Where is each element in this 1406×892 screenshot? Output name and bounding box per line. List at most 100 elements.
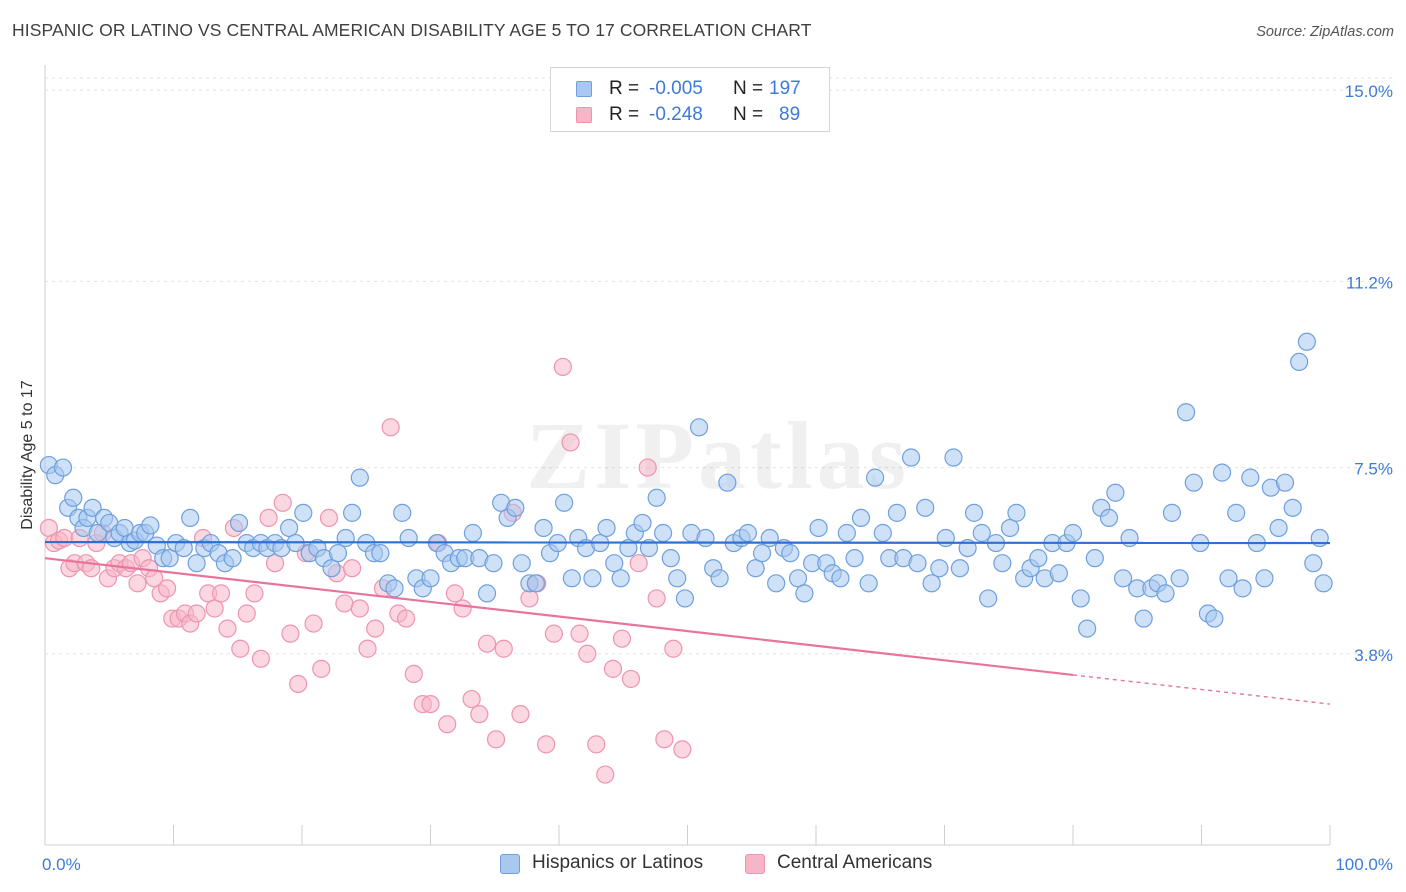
legend-n-value: 197 [769, 78, 801, 99]
data-point [673, 740, 692, 759]
data-point [486, 730, 506, 749]
source-label: Source: ZipAtlas.com [1256, 24, 1394, 40]
data-point [205, 599, 224, 618]
legend-row-central-americans: R = -0.248 N = 89 [551, 100, 829, 128]
data-point [350, 599, 369, 618]
data-point [922, 574, 941, 593]
legend-swatch-pink [576, 107, 592, 123]
data-point [718, 473, 737, 492]
data-point [944, 448, 963, 467]
data-point [555, 493, 574, 512]
data-point [141, 516, 160, 535]
data-point [520, 589, 539, 608]
y-tick-labels: 3.8% 7.5% 11.2% 15.0% [1345, 82, 1393, 665]
data-point [371, 544, 390, 563]
data-point [1029, 549, 1048, 568]
data-point [561, 433, 580, 452]
data-point [506, 498, 525, 517]
data-point [187, 604, 206, 623]
data-point [605, 554, 624, 573]
data-point [1156, 584, 1175, 603]
data-point [229, 513, 249, 533]
data-point [621, 669, 641, 689]
data-point [393, 503, 412, 522]
data-point [328, 544, 348, 563]
data-point [647, 488, 666, 507]
data-point [350, 468, 369, 487]
data-point [993, 554, 1012, 573]
data-point [174, 538, 193, 558]
data-point [534, 518, 553, 538]
data-point [845, 549, 864, 568]
data-point [1114, 569, 1133, 588]
trend-lines [44, 540, 1331, 705]
data-point [512, 554, 531, 573]
data-point [587, 735, 606, 754]
data-point [738, 523, 757, 543]
data-point [1063, 523, 1083, 543]
legend-r-value: -0.005 [649, 78, 703, 99]
data-point [312, 659, 331, 678]
data-point [319, 508, 339, 528]
data-point [639, 538, 659, 558]
data-point [809, 518, 828, 538]
data-point [612, 629, 632, 648]
data-point [1184, 473, 1203, 492]
data-point [366, 619, 385, 638]
y-tick-label: 15.0% [1345, 82, 1393, 101]
data-point [1233, 579, 1252, 598]
data-point [322, 559, 341, 578]
data-point [647, 589, 666, 608]
data-point [187, 554, 206, 573]
data-point [866, 468, 885, 487]
data-point [511, 705, 530, 724]
data-point [979, 589, 998, 608]
data-point [157, 579, 177, 598]
data-point [1071, 589, 1090, 608]
series-central-americans [39, 357, 692, 784]
data-point [1212, 463, 1232, 482]
data-point [1078, 619, 1097, 638]
data-point [930, 559, 949, 578]
data-point [837, 523, 856, 543]
data-point [251, 649, 270, 668]
data-point [629, 554, 648, 573]
data-point [696, 528, 715, 548]
data-point [231, 639, 250, 658]
data-point [675, 589, 695, 608]
data-point [655, 730, 674, 749]
data-point [385, 579, 404, 598]
data-point [462, 689, 481, 709]
svg-text:ZIPatlas: ZIPatlas [526, 402, 910, 509]
data-point [1283, 498, 1302, 517]
data-point [664, 639, 683, 658]
data-point [470, 705, 489, 724]
correlation-legend: R = -0.005 N = 197 R = -0.248 N = 89 [550, 67, 830, 132]
data-point [218, 619, 237, 638]
data-point [1099, 508, 1119, 528]
data-point [1304, 554, 1323, 573]
data-point [259, 508, 278, 528]
data-point [964, 503, 984, 522]
data-point [544, 624, 563, 643]
legend-r-value: -0.248 [649, 104, 703, 125]
data-point [526, 574, 545, 593]
data-point [358, 639, 377, 658]
data-point [64, 488, 83, 507]
data-point [1269, 518, 1288, 538]
data-point [445, 584, 465, 603]
data-point [1275, 473, 1295, 492]
data-point [281, 624, 300, 643]
data-point [1241, 468, 1260, 487]
data-point [1176, 403, 1196, 422]
data-point [788, 569, 808, 588]
y-tick-label: 3.8% [1354, 646, 1393, 665]
chart-title: HISPANIC OR LATINO VS CENTRAL AMERICAN D… [12, 20, 812, 40]
data-point [553, 357, 572, 377]
data-point [597, 518, 616, 538]
series-legend: Hispanics or Latinos Central Americans [0, 851, 1406, 879]
data-point [583, 569, 602, 588]
data-point [1219, 569, 1238, 588]
data-point [463, 523, 483, 543]
